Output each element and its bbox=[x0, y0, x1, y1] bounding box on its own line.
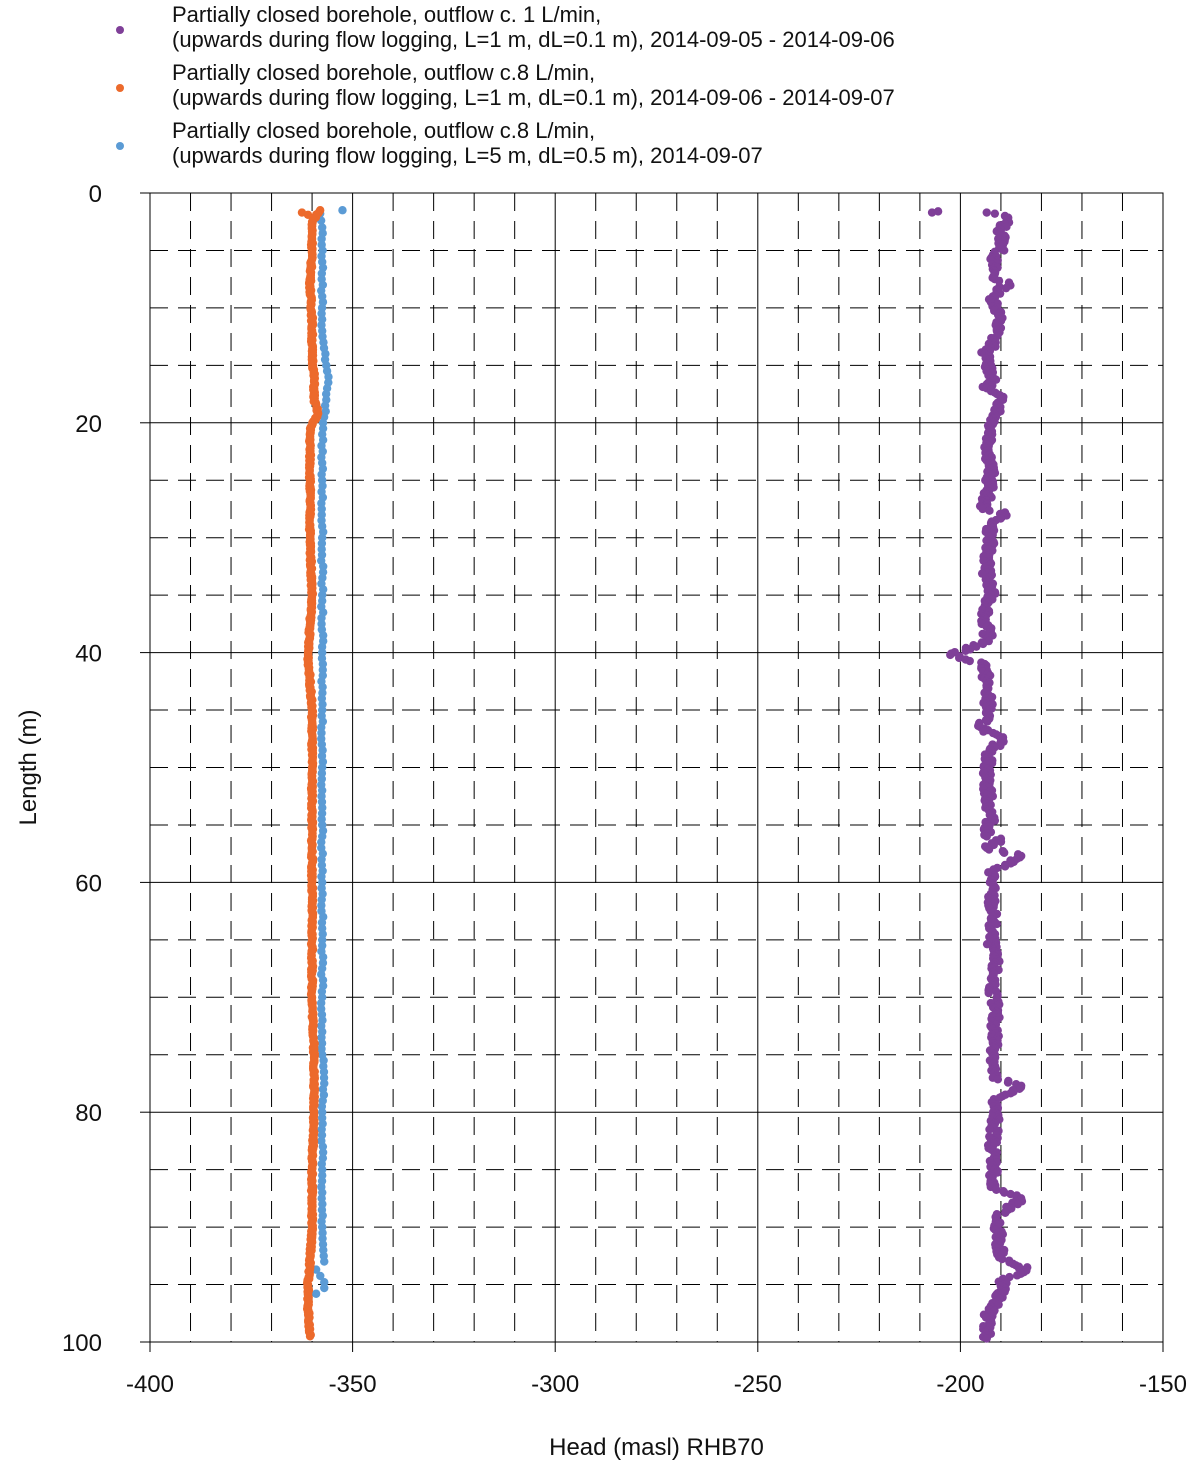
x-tick-label: -200 bbox=[936, 1371, 984, 1398]
legend-marker-series-3 bbox=[116, 142, 124, 150]
data-point bbox=[982, 832, 991, 841]
data-point bbox=[984, 845, 994, 854]
y-tick-label: 40 bbox=[75, 641, 102, 668]
data-point bbox=[318, 935, 327, 945]
x-axis-label: Head (masl) RHB70 bbox=[549, 1434, 764, 1461]
data-point bbox=[1001, 283, 1011, 293]
data-point bbox=[999, 246, 1009, 255]
legend-marker-series-1 bbox=[116, 26, 124, 34]
data-point bbox=[317, 837, 326, 847]
legend-marker-series-2 bbox=[116, 84, 124, 92]
data-point bbox=[1003, 1078, 1013, 1087]
plot-area-frame bbox=[149, 192, 1164, 1343]
legend-label-line-2: (upwards during flow logging, L=1 m, dL=… bbox=[172, 27, 895, 52]
data-point bbox=[983, 717, 992, 726]
legend-label-series-2: Partially closed borehole, outflow c.8 L… bbox=[172, 60, 895, 110]
data-point bbox=[1001, 1208, 1010, 1217]
data-point bbox=[997, 1254, 1007, 1264]
legend-item-series-2: Partially closed borehole, outflow c.8 L… bbox=[108, 58, 1188, 116]
y-tick-label: 80 bbox=[75, 1100, 102, 1127]
series-2-points bbox=[297, 206, 325, 1341]
data-point bbox=[996, 837, 1006, 847]
data-point bbox=[338, 206, 347, 215]
data-point bbox=[982, 1334, 991, 1343]
data-point bbox=[318, 1165, 327, 1174]
data-point bbox=[946, 650, 955, 660]
data-point bbox=[1000, 1188, 1009, 1197]
legend-label-line-2: (upwards during flow logging, L=5 m, dL=… bbox=[172, 143, 763, 168]
data-point bbox=[999, 848, 1009, 857]
data-point bbox=[1000, 862, 1010, 871]
data-point bbox=[1013, 1199, 1023, 1209]
data-point bbox=[979, 727, 988, 736]
legend-label-line-1: Partially closed borehole, outflow c. 1 … bbox=[172, 2, 602, 27]
data-point bbox=[961, 646, 970, 655]
legend-label-series-1: Partially closed borehole, outflow c. 1 … bbox=[172, 2, 895, 52]
data-point bbox=[982, 208, 991, 217]
data-point bbox=[993, 1075, 1003, 1084]
data-point bbox=[318, 590, 327, 600]
y-tick-label: 100 bbox=[62, 1330, 102, 1357]
x-tick-label: -300 bbox=[531, 1371, 579, 1398]
y-tick-label: 20 bbox=[75, 411, 102, 438]
data-point bbox=[320, 1283, 329, 1293]
data-point bbox=[1012, 1271, 1022, 1280]
data-points bbox=[297, 206, 1032, 1343]
data-point bbox=[954, 653, 964, 663]
chart-grid bbox=[149, 192, 1164, 1343]
x-tick-label: -150 bbox=[1139, 1371, 1187, 1398]
data-point bbox=[985, 1125, 994, 1134]
legend-item-series-3: Partially closed borehole, outflow c.8 L… bbox=[108, 116, 1188, 174]
x-tick-label: -350 bbox=[329, 1371, 377, 1398]
data-point bbox=[317, 504, 326, 514]
chart-legend: Partially closed borehole, outflow c. 1 … bbox=[108, 0, 1188, 174]
data-point bbox=[320, 1278, 329, 1287]
data-point bbox=[311, 1289, 321, 1298]
y-axis-label: Length (m) bbox=[15, 709, 42, 825]
data-point bbox=[985, 506, 994, 515]
legend-label-line-2: (upwards during flow logging, L=1 m, dL=… bbox=[172, 85, 895, 110]
data-point bbox=[316, 1271, 325, 1281]
axis-ticks: -400 -350 -300 -250 -200 -150 0 20 40 60 80 100 bbox=[62, 181, 1187, 1398]
x-tick-label: -400 bbox=[126, 1371, 174, 1398]
data-point bbox=[933, 207, 943, 216]
data-point bbox=[987, 758, 997, 768]
data-point bbox=[978, 504, 987, 514]
legend-label-line-1: Partially closed borehole, outflow c.8 L… bbox=[172, 118, 596, 143]
series-1-points bbox=[927, 207, 1032, 1343]
legend-label-series-3: Partially closed borehole, outflow c.8 L… bbox=[172, 118, 763, 168]
series-3-points bbox=[311, 206, 347, 1298]
data-point bbox=[305, 1332, 315, 1341]
data-point bbox=[978, 639, 988, 649]
data-point bbox=[320, 1257, 329, 1266]
data-point bbox=[984, 988, 993, 998]
y-tick-label: 60 bbox=[75, 870, 102, 897]
data-point bbox=[317, 998, 326, 1008]
data-point bbox=[318, 631, 328, 640]
legend-item-series-1: Partially closed borehole, outflow c. 1 … bbox=[108, 0, 1188, 58]
y-tick-label: 0 bbox=[89, 181, 102, 208]
data-point bbox=[992, 1185, 1001, 1194]
data-point bbox=[990, 209, 1000, 218]
x-tick-label: -250 bbox=[734, 1371, 782, 1398]
data-point bbox=[965, 656, 974, 666]
data-point bbox=[982, 939, 992, 949]
legend-label-line-1: Partially closed borehole, outflow c.8 L… bbox=[172, 60, 596, 85]
